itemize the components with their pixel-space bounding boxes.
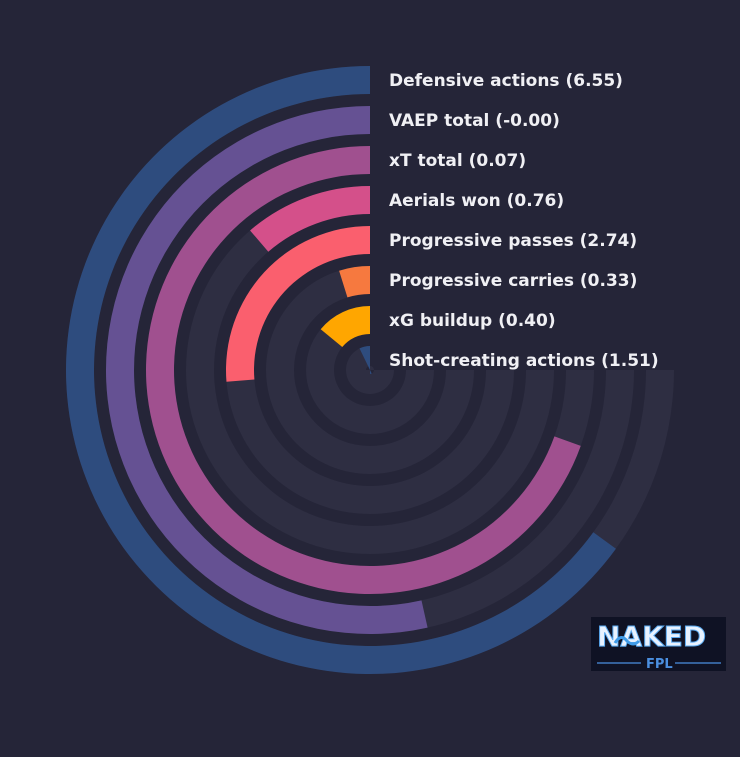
logo-subtext: FPL (646, 657, 673, 672)
bar-label: Aerials won (0.76) (389, 191, 564, 211)
bar-label: xT total (0.07) (389, 151, 526, 171)
bar-group (66, 66, 616, 674)
ring-bar (250, 186, 370, 252)
logo-wave-icon (613, 636, 641, 646)
bar-label: Shot-creating actions (1.51) (389, 351, 659, 371)
bar-label: VAEP total (-0.00) (389, 111, 560, 131)
ring-bar (339, 266, 370, 298)
bar-label: Progressive passes (2.74) (389, 231, 637, 251)
logo-wordmark: NAKED (597, 620, 706, 653)
bar-label: Progressive carries (0.33) (389, 271, 637, 291)
ring-bar (320, 306, 370, 348)
naked-fpl-logo: NAKED FPL (591, 617, 726, 672)
label-group: Defensive actions (6.55) VAEP total (-0.0… (389, 71, 659, 371)
bar-label: xG buildup (0.40) (389, 311, 556, 331)
ring-bar (359, 346, 372, 375)
ring-bar (225, 226, 370, 382)
logo-background (591, 617, 726, 671)
bar-label: Defensive actions (6.55) (389, 71, 623, 91)
